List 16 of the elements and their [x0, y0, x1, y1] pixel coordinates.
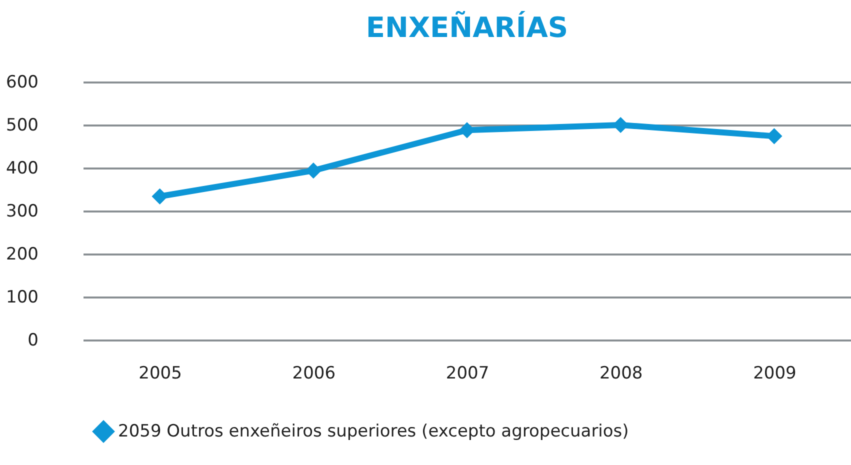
chart-title: ENXEÑARÍAS	[366, 11, 568, 44]
y-tick-label: 500	[6, 116, 38, 136]
x-tick-label: 2006	[292, 364, 336, 384]
y-tick-label: 600	[6, 72, 38, 92]
x-tick-label: 2007	[446, 364, 490, 384]
y-tick-label: 200	[6, 244, 38, 264]
y-tick-label: 100	[6, 288, 38, 308]
y-tick-label: 300	[6, 202, 38, 222]
y-tick-label: 0	[28, 330, 38, 350]
x-tick-label: 2009	[753, 364, 796, 384]
x-tick-label: 2005	[138, 364, 182, 384]
point	[152, 188, 168, 204]
legend-label: 2059 Outros enxeñeiros superiores (excepto agropecuarios)	[118, 422, 629, 442]
point	[305, 162, 322, 179]
x-tick-label: 2008	[599, 364, 643, 384]
y-tick-label: 400	[6, 158, 38, 178]
